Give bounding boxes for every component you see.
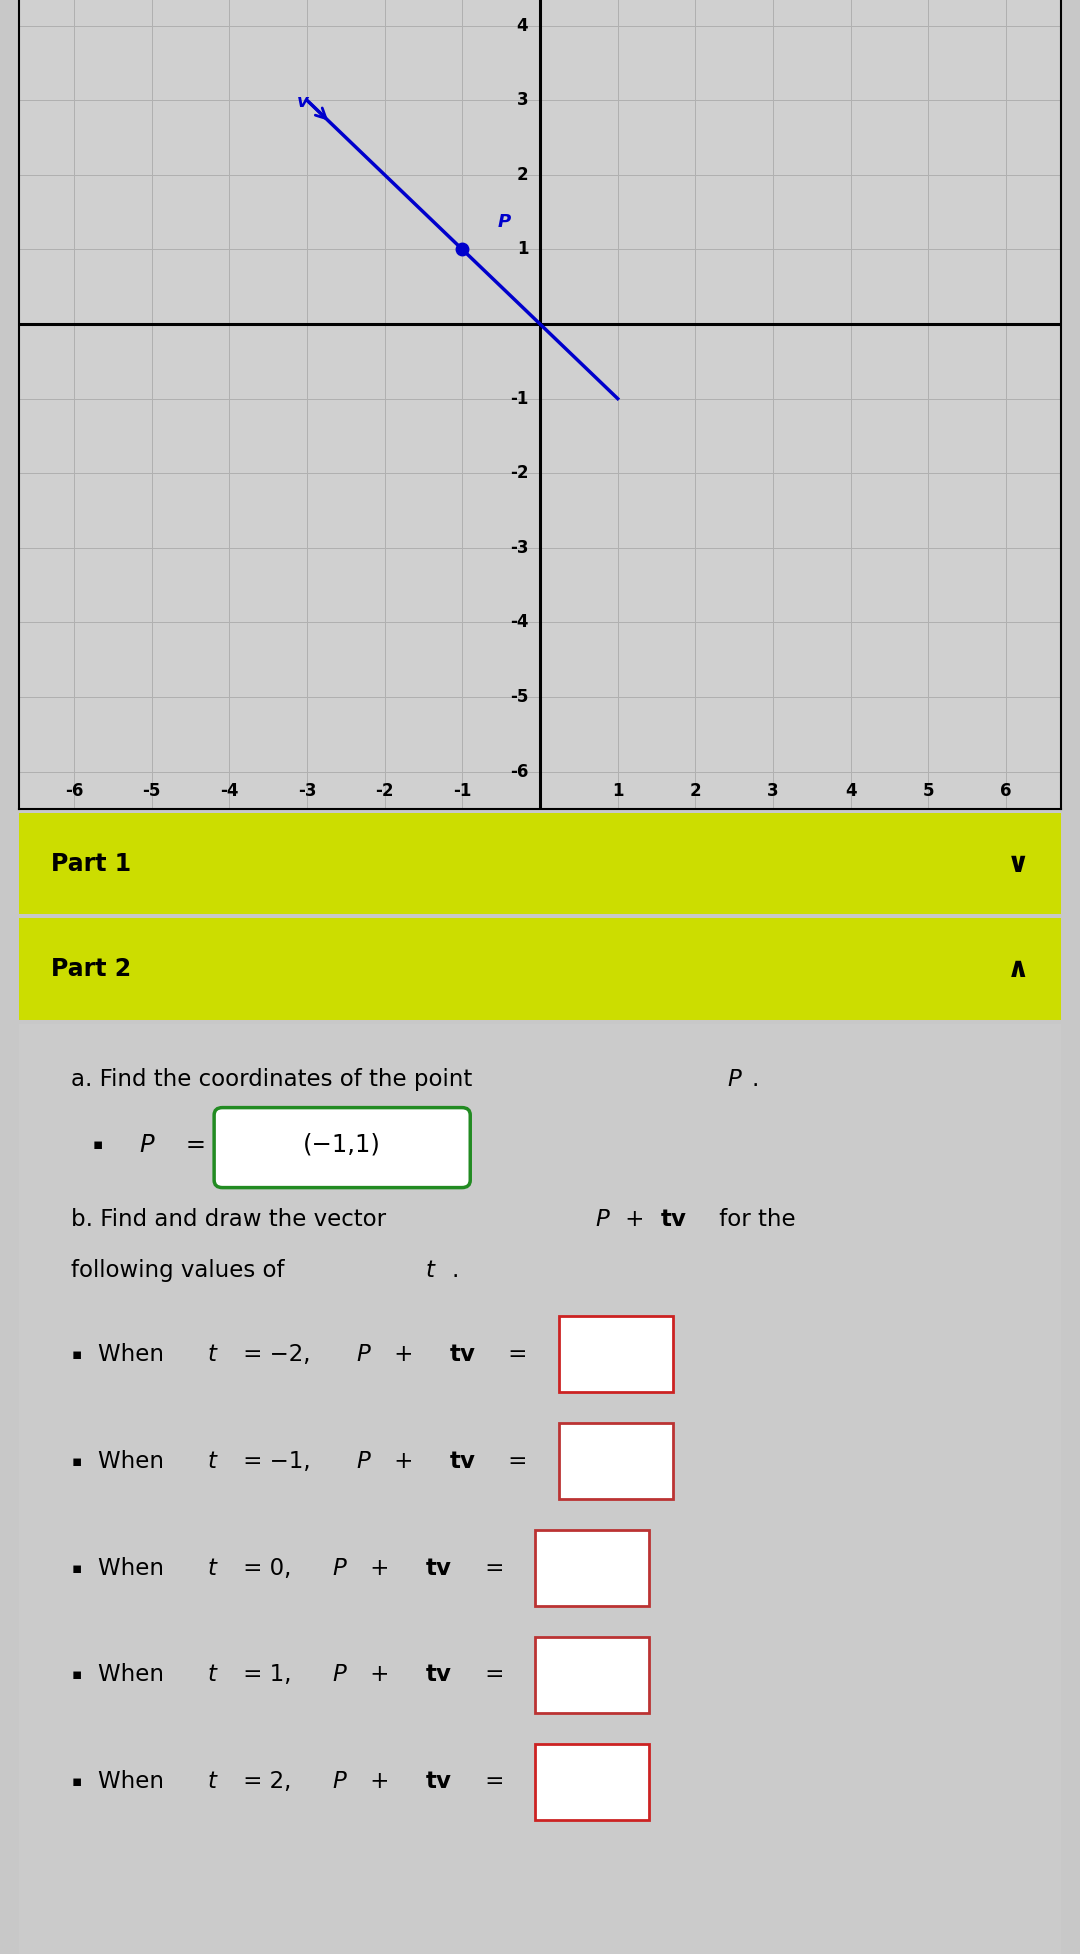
Text: .: . xyxy=(752,1069,759,1090)
Text: When: When xyxy=(97,1342,171,1366)
Text: $\mathbf{tv}$: $\mathbf{tv}$ xyxy=(660,1208,687,1231)
Text: $P$: $P$ xyxy=(355,1342,372,1366)
Text: $t$: $t$ xyxy=(207,1557,218,1579)
Text: 2: 2 xyxy=(516,166,528,184)
Text: b. Find and draw the vector: b. Find and draw the vector xyxy=(71,1208,394,1231)
FancyBboxPatch shape xyxy=(558,1423,673,1499)
Text: +: + xyxy=(618,1208,651,1231)
Text: =: = xyxy=(477,1663,504,1686)
Text: $t$: $t$ xyxy=(207,1663,218,1686)
Text: -4: -4 xyxy=(220,782,239,799)
Text: =: = xyxy=(178,1133,206,1157)
Text: a. Find the coordinates of the point: a. Find the coordinates of the point xyxy=(71,1069,480,1090)
Text: $t$: $t$ xyxy=(426,1258,437,1282)
Text: -5: -5 xyxy=(143,782,161,799)
Text: 4: 4 xyxy=(516,16,528,35)
Text: ▪: ▪ xyxy=(71,1454,82,1469)
Text: =: = xyxy=(477,1770,504,1794)
Text: = 1,: = 1, xyxy=(237,1663,299,1686)
Text: 3: 3 xyxy=(767,782,779,799)
Text: $\mathbf{tv}$: $\mathbf{tv}$ xyxy=(449,1450,477,1473)
FancyBboxPatch shape xyxy=(558,1315,673,1391)
Text: .: . xyxy=(451,1258,459,1282)
Text: $t$: $t$ xyxy=(207,1770,218,1794)
Text: +: + xyxy=(363,1663,396,1686)
Text: $P$: $P$ xyxy=(139,1133,156,1157)
Text: -2: -2 xyxy=(510,465,528,483)
Text: $t$: $t$ xyxy=(207,1450,218,1473)
FancyBboxPatch shape xyxy=(535,1637,649,1714)
Text: 1: 1 xyxy=(517,240,528,258)
Text: -4: -4 xyxy=(510,614,528,631)
Text: +: + xyxy=(387,1450,420,1473)
Text: Part 1: Part 1 xyxy=(51,852,131,875)
Text: ▪: ▪ xyxy=(71,1561,82,1575)
Text: 1: 1 xyxy=(612,782,623,799)
Text: ▪: ▪ xyxy=(92,1137,103,1153)
Text: ▪: ▪ xyxy=(71,1346,82,1362)
Text: -3: -3 xyxy=(298,782,316,799)
Text: 3: 3 xyxy=(516,92,528,109)
Text: +: + xyxy=(363,1557,396,1579)
Text: When: When xyxy=(97,1450,171,1473)
Text: 6: 6 xyxy=(1000,782,1012,799)
Text: following values of: following values of xyxy=(71,1258,293,1282)
Text: $P$: $P$ xyxy=(595,1208,611,1231)
Text: $\mathbf{tv}$: $\mathbf{tv}$ xyxy=(426,1557,453,1579)
Text: $P$: $P$ xyxy=(355,1450,372,1473)
Text: =: = xyxy=(501,1450,528,1473)
Text: $\mathbf{tv}$: $\mathbf{tv}$ xyxy=(426,1663,453,1686)
Text: Part 2: Part 2 xyxy=(51,957,131,981)
Text: 4: 4 xyxy=(845,782,856,799)
Text: -6: -6 xyxy=(65,782,83,799)
Text: = 0,: = 0, xyxy=(237,1557,298,1579)
Text: $P$: $P$ xyxy=(332,1770,348,1794)
Text: When: When xyxy=(97,1770,171,1794)
Text: P: P xyxy=(497,213,511,231)
Text: = 2,: = 2, xyxy=(237,1770,298,1794)
Text: +: + xyxy=(363,1770,396,1794)
Text: ∧: ∧ xyxy=(1007,956,1029,983)
Text: ▪: ▪ xyxy=(71,1774,82,1790)
Text: -3: -3 xyxy=(510,539,528,557)
Text: -2: -2 xyxy=(376,782,394,799)
Text: +: + xyxy=(387,1342,420,1366)
FancyBboxPatch shape xyxy=(535,1530,649,1606)
Text: $P$: $P$ xyxy=(332,1663,348,1686)
Text: $\mathbf{tv}$: $\mathbf{tv}$ xyxy=(426,1770,453,1794)
Text: v: v xyxy=(297,94,309,111)
Text: =: = xyxy=(477,1557,504,1579)
Text: ▪: ▪ xyxy=(71,1667,82,1682)
Text: (−1,1): (−1,1) xyxy=(303,1133,381,1157)
Text: $P$: $P$ xyxy=(728,1069,743,1090)
Text: 2: 2 xyxy=(689,782,701,799)
Text: -1: -1 xyxy=(510,389,528,408)
Text: $\mathbf{tv}$: $\mathbf{tv}$ xyxy=(449,1342,477,1366)
Text: ∨: ∨ xyxy=(1007,850,1029,877)
Text: -6: -6 xyxy=(510,762,528,782)
Text: 5: 5 xyxy=(922,782,934,799)
Text: = −2,: = −2, xyxy=(237,1342,318,1366)
Text: $P$: $P$ xyxy=(332,1557,348,1579)
Text: =: = xyxy=(501,1342,528,1366)
Text: $t$: $t$ xyxy=(207,1342,218,1366)
FancyBboxPatch shape xyxy=(214,1108,470,1188)
Text: -1: -1 xyxy=(454,782,472,799)
Text: When: When xyxy=(97,1557,171,1579)
Text: When: When xyxy=(97,1663,171,1686)
Text: for the: for the xyxy=(712,1208,795,1231)
Text: -5: -5 xyxy=(510,688,528,705)
Text: = −1,: = −1, xyxy=(237,1450,318,1473)
FancyBboxPatch shape xyxy=(535,1743,649,1819)
